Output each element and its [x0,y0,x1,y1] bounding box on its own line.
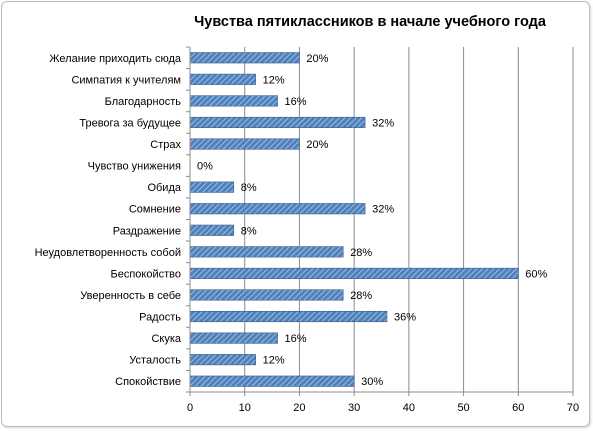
data-labels: 20%12%16%32%20%0%8%32%8%28%60%28%36%16%1… [197,53,548,388]
x-tick-label: 30 [348,402,360,414]
data-label: 12% [263,355,285,367]
data-label: 20% [306,53,328,65]
data-label: 36% [394,312,416,324]
x-tick-label: 10 [239,402,251,414]
category-label: Симпатия к учителям [71,74,181,86]
category-label: Желание приходить сюда [49,53,181,65]
category-label: Чувство унижения [88,161,181,173]
bar [189,116,366,129]
x-tick-label: 60 [512,402,524,414]
bar [189,203,366,215]
category-label: Сомнение [129,204,181,216]
bar [189,95,278,107]
category-label: Раздражение [113,225,181,237]
bar [189,375,355,387]
x-axis: 0 10 20 30 40 50 60 70 [186,46,579,414]
category-label: Страх [150,139,181,151]
x-tick-label: 0 [187,402,193,414]
category-label: Тревога за будущее [79,117,181,129]
category-label: Скука [151,333,181,345]
data-label: 0% [197,161,213,173]
bar [189,332,278,344]
bar [189,138,300,150]
data-label: 16% [285,96,307,108]
gridlines [244,47,574,392]
category-label: Уверенность в себе [80,290,181,302]
x-tick-label: 70 [567,402,579,414]
data-label: 28% [350,290,372,302]
x-tick-label: 20 [293,402,305,414]
bar [189,354,256,366]
data-label: 30% [361,376,383,388]
data-label: 20% [306,139,328,151]
bar [189,289,344,301]
data-label: 8% [241,182,257,194]
bar [189,267,519,279]
data-label: 32% [372,117,394,129]
bar [189,246,344,258]
category-label: Усталость [129,355,181,367]
category-label: Благодарность [105,96,182,108]
bar [189,52,300,64]
bar [189,224,235,236]
category-labels: Желание приходить сюда Симпатия к учителя… [35,53,182,388]
data-label: 60% [525,268,547,280]
data-label: 8% [241,225,257,237]
category-label: Обида [147,182,181,194]
data-label: 12% [263,74,285,86]
bar [189,73,256,85]
category-label: Радость [139,312,181,324]
x-tick-label: 50 [457,402,469,414]
bar [189,310,388,323]
data-label: 28% [350,247,372,259]
bar [189,181,235,193]
data-label: 32% [372,204,394,216]
category-label: Беспокойство [111,268,182,280]
chart-title: Чувства пятиклассников в начале учебного… [194,14,547,30]
category-label: Спокойствие [115,376,181,388]
category-label: Неудовлетворенность собой [35,247,181,259]
x-tick-label: 40 [403,402,415,414]
data-label: 16% [285,333,307,345]
